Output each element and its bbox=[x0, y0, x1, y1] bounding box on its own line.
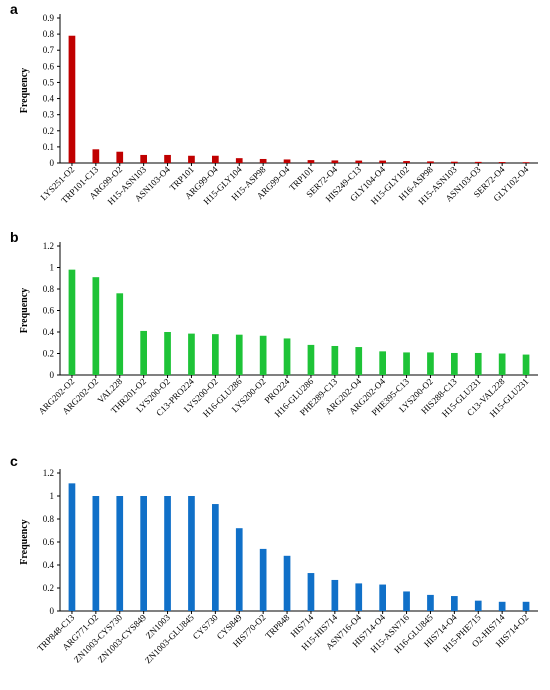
bar bbox=[116, 293, 124, 375]
bar bbox=[498, 353, 506, 375]
y-tick-label: 0.8 bbox=[43, 284, 55, 294]
x-tick-label: CYS730 bbox=[191, 612, 220, 641]
bar bbox=[427, 161, 434, 163]
y-tick-label: 0.5 bbox=[43, 77, 55, 87]
y-tick-label: 0.9 bbox=[43, 13, 55, 23]
bar bbox=[92, 149, 100, 163]
y-tick-label: 0.2 bbox=[43, 126, 54, 136]
y-tick-label: 0 bbox=[50, 158, 55, 168]
bar bbox=[355, 160, 363, 163]
bar bbox=[164, 154, 171, 163]
bar bbox=[283, 338, 291, 375]
x-tick-label: TRP848 bbox=[263, 612, 292, 641]
bar bbox=[92, 277, 100, 375]
bar bbox=[212, 504, 219, 611]
y-tick-label: 0.3 bbox=[43, 110, 55, 120]
y-tick-label: 0.4 bbox=[43, 327, 55, 337]
bar bbox=[498, 601, 506, 611]
bar bbox=[522, 354, 530, 375]
y-tick-label: 0.6 bbox=[43, 537, 55, 547]
bar bbox=[331, 160, 339, 163]
y-tick-label: 0 bbox=[50, 606, 55, 616]
bar bbox=[140, 496, 147, 611]
bar bbox=[188, 333, 195, 375]
bar bbox=[331, 345, 339, 375]
panel-letter-b: b bbox=[10, 229, 19, 245]
bar bbox=[307, 573, 315, 611]
y-tick-label: 0.4 bbox=[43, 560, 55, 570]
bar bbox=[92, 496, 100, 611]
y-tick-label: 0.6 bbox=[43, 61, 55, 71]
bar bbox=[188, 155, 195, 163]
bar bbox=[235, 334, 243, 375]
bar bbox=[403, 591, 410, 611]
bar bbox=[498, 162, 506, 163]
y-axis-label-c: Frequency bbox=[19, 519, 30, 564]
bar bbox=[212, 155, 219, 163]
bar bbox=[259, 335, 267, 375]
bar bbox=[307, 160, 315, 163]
bar bbox=[68, 483, 76, 611]
bar bbox=[188, 496, 195, 611]
bar bbox=[68, 269, 76, 375]
bar bbox=[427, 594, 434, 611]
bar bbox=[379, 584, 386, 611]
y-tick-label: 0.6 bbox=[43, 306, 55, 316]
y-tick-label: 0.2 bbox=[43, 349, 54, 359]
panel-c: c Frequency 00.20.40.60.811.2TRP848-C13A… bbox=[10, 453, 538, 665]
panel-letter-a: a bbox=[10, 1, 18, 17]
bar bbox=[379, 351, 386, 375]
bar bbox=[355, 583, 363, 611]
y-tick-label: 0.4 bbox=[43, 94, 55, 104]
y-axis-label-b: Frequency bbox=[19, 288, 30, 333]
bar bbox=[235, 528, 243, 611]
bar bbox=[116, 496, 124, 611]
bar bbox=[451, 352, 458, 375]
bar bbox=[474, 600, 482, 611]
bar bbox=[140, 154, 147, 163]
bar bbox=[522, 162, 530, 163]
bar bbox=[68, 35, 76, 163]
bar bbox=[403, 352, 410, 375]
y-tick-label: 1.2 bbox=[43, 468, 54, 478]
bar bbox=[427, 352, 434, 375]
bar bbox=[164, 332, 171, 375]
bar bbox=[474, 161, 482, 163]
bar bbox=[474, 352, 482, 375]
y-tick-label: 0.8 bbox=[43, 29, 55, 39]
y-tick-label: 1 bbox=[50, 263, 55, 273]
bar bbox=[235, 158, 243, 163]
panel-letter-c: c bbox=[10, 453, 18, 469]
y-tick-label: 1 bbox=[50, 491, 55, 501]
bar bbox=[451, 161, 458, 163]
y-tick-label: 0.8 bbox=[43, 514, 55, 524]
panel-b: b Frequency 00.20.40.60.811.2ARG202-O2AR… bbox=[10, 229, 538, 419]
y-tick-label: 0 bbox=[50, 370, 55, 380]
y-tick-label: 0.2 bbox=[43, 583, 54, 593]
y-tick-label: 0.1 bbox=[43, 142, 54, 152]
bar bbox=[403, 161, 410, 163]
bar bbox=[522, 601, 530, 611]
bar bbox=[283, 555, 291, 611]
bar bbox=[212, 334, 219, 375]
y-tick-label: 0.7 bbox=[43, 45, 55, 55]
bar bbox=[116, 151, 124, 163]
bar bbox=[164, 496, 171, 611]
bar bbox=[307, 344, 315, 375]
bar bbox=[259, 158, 267, 163]
bar bbox=[140, 330, 147, 375]
bar bbox=[379, 160, 386, 163]
bar bbox=[451, 596, 458, 611]
panel-a: a Frequency 0 0.1 0.2 0.3 0.4 0.5 0.6 0.7 0.8 0.9… bbox=[10, 1, 538, 207]
bar bbox=[283, 159, 291, 163]
y-tick-label: 1.2 bbox=[43, 241, 54, 251]
bar bbox=[331, 579, 339, 611]
bar bbox=[355, 347, 363, 375]
bar bbox=[259, 548, 267, 611]
y-axis-label-a: Frequency bbox=[19, 68, 30, 113]
